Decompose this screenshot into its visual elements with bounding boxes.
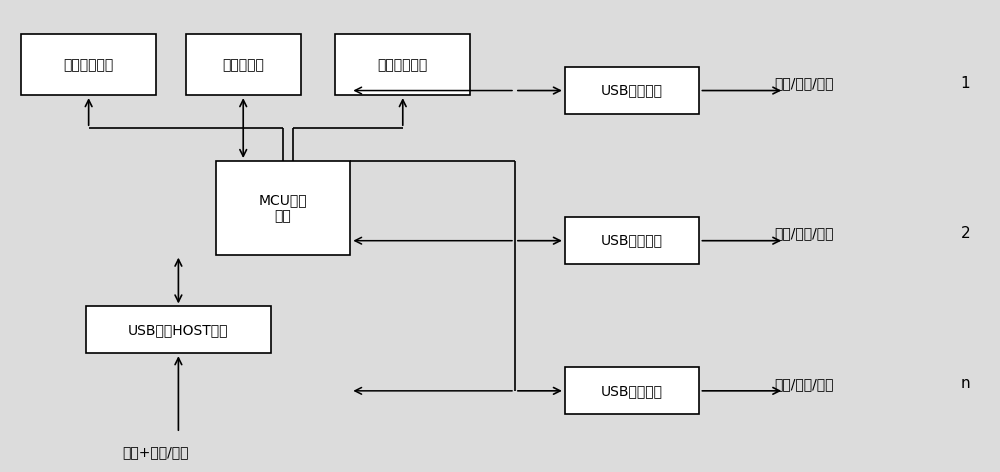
Text: USB设备模块: USB设备模块	[601, 234, 663, 248]
FancyBboxPatch shape	[21, 34, 156, 95]
FancyBboxPatch shape	[186, 34, 301, 95]
Text: 2: 2	[961, 226, 970, 241]
FancyBboxPatch shape	[86, 306, 271, 354]
FancyBboxPatch shape	[565, 367, 699, 414]
Text: 1: 1	[961, 76, 970, 91]
Text: 电脑/手机/平板: 电脑/手机/平板	[774, 377, 834, 391]
Text: n: n	[961, 376, 970, 391]
Text: 串口控制模块: 串口控制模块	[378, 58, 428, 72]
Text: MCU控制
模块: MCU控制 模块	[259, 193, 307, 223]
Text: USB设备模块: USB设备模块	[601, 84, 663, 98]
Text: 键盘+鼠标/手柄: 键盘+鼠标/手柄	[123, 445, 189, 459]
Text: USB设备模块: USB设备模块	[601, 384, 663, 398]
Text: USB主机HOST模块: USB主机HOST模块	[128, 323, 229, 337]
Text: 指示灯模块: 指示灯模块	[222, 58, 264, 72]
FancyBboxPatch shape	[335, 34, 470, 95]
FancyBboxPatch shape	[216, 161, 350, 255]
Text: 电脑/手机/平板: 电脑/手机/平板	[774, 227, 834, 241]
FancyBboxPatch shape	[565, 67, 699, 114]
FancyBboxPatch shape	[565, 217, 699, 264]
Text: 电脑/手机/平板: 电脑/手机/平板	[774, 76, 834, 91]
Text: 数据存储模块: 数据存储模块	[64, 58, 114, 72]
